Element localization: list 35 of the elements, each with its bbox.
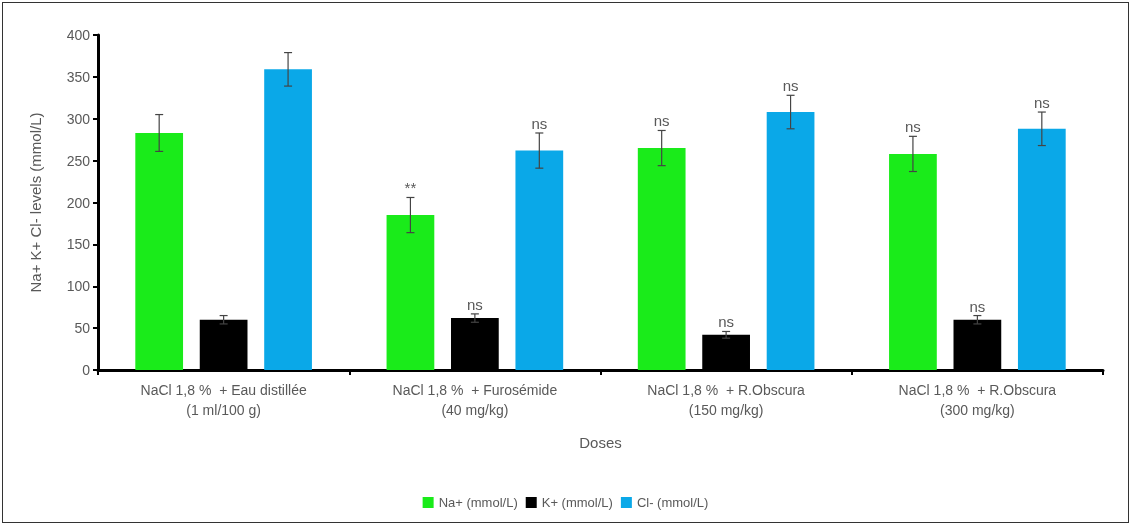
y-axis-title: Na+ K+ Cl- levels (mmol/L) [27, 112, 44, 293]
bar [386, 215, 435, 370]
x-tick-label: NaCl 1,8 % + R.Obscura (300 mg/kg) [898, 382, 1057, 418]
data-label: ns [718, 313, 735, 331]
bar [1017, 128, 1066, 370]
y-tick-label: 400 [66, 27, 91, 43]
data-label: ns [466, 295, 483, 313]
legend-label: K+ (mmol/L) [541, 495, 613, 510]
data-label: ns [531, 114, 548, 132]
legend-label: Cl- (mmol/L) [636, 495, 709, 510]
bar [637, 148, 686, 370]
x-axis-title: Doses [579, 434, 622, 451]
bar [135, 132, 184, 370]
y-tick-label: 300 [66, 110, 91, 127]
x-tick-label: NaCl 1,8 % + R.Obscura (150 mg/kg) [647, 382, 806, 418]
y-tick-label: 100 [66, 278, 91, 295]
legend-label: Na+ (mmol/L) [438, 495, 518, 510]
bar [766, 112, 815, 370]
bar [515, 150, 564, 370]
data-label: ns [969, 297, 986, 315]
data-label: ** [404, 179, 417, 197]
x-tick-label: NaCl 1,8 % + Furosémide (40 mg/kg) [392, 382, 558, 418]
y-tick-label: 0 [82, 362, 91, 378]
data-label: ns [905, 118, 921, 136]
data-label: ns [653, 112, 670, 130]
x-tick-label: NaCl 1,8 % + Eau distillée (1 ml/100 g) [140, 382, 307, 418]
bar [264, 69, 312, 370]
y-tick-label: 150 [66, 236, 91, 253]
bar [889, 153, 937, 370]
y-tick-label: 50 [74, 320, 91, 337]
data-label: ns [1033, 94, 1050, 112]
y-tick-label: 200 [66, 194, 91, 211]
y-tick-label: 350 [66, 68, 91, 85]
y-tick-label: 250 [66, 152, 91, 169]
data-label: ns [782, 77, 799, 95]
